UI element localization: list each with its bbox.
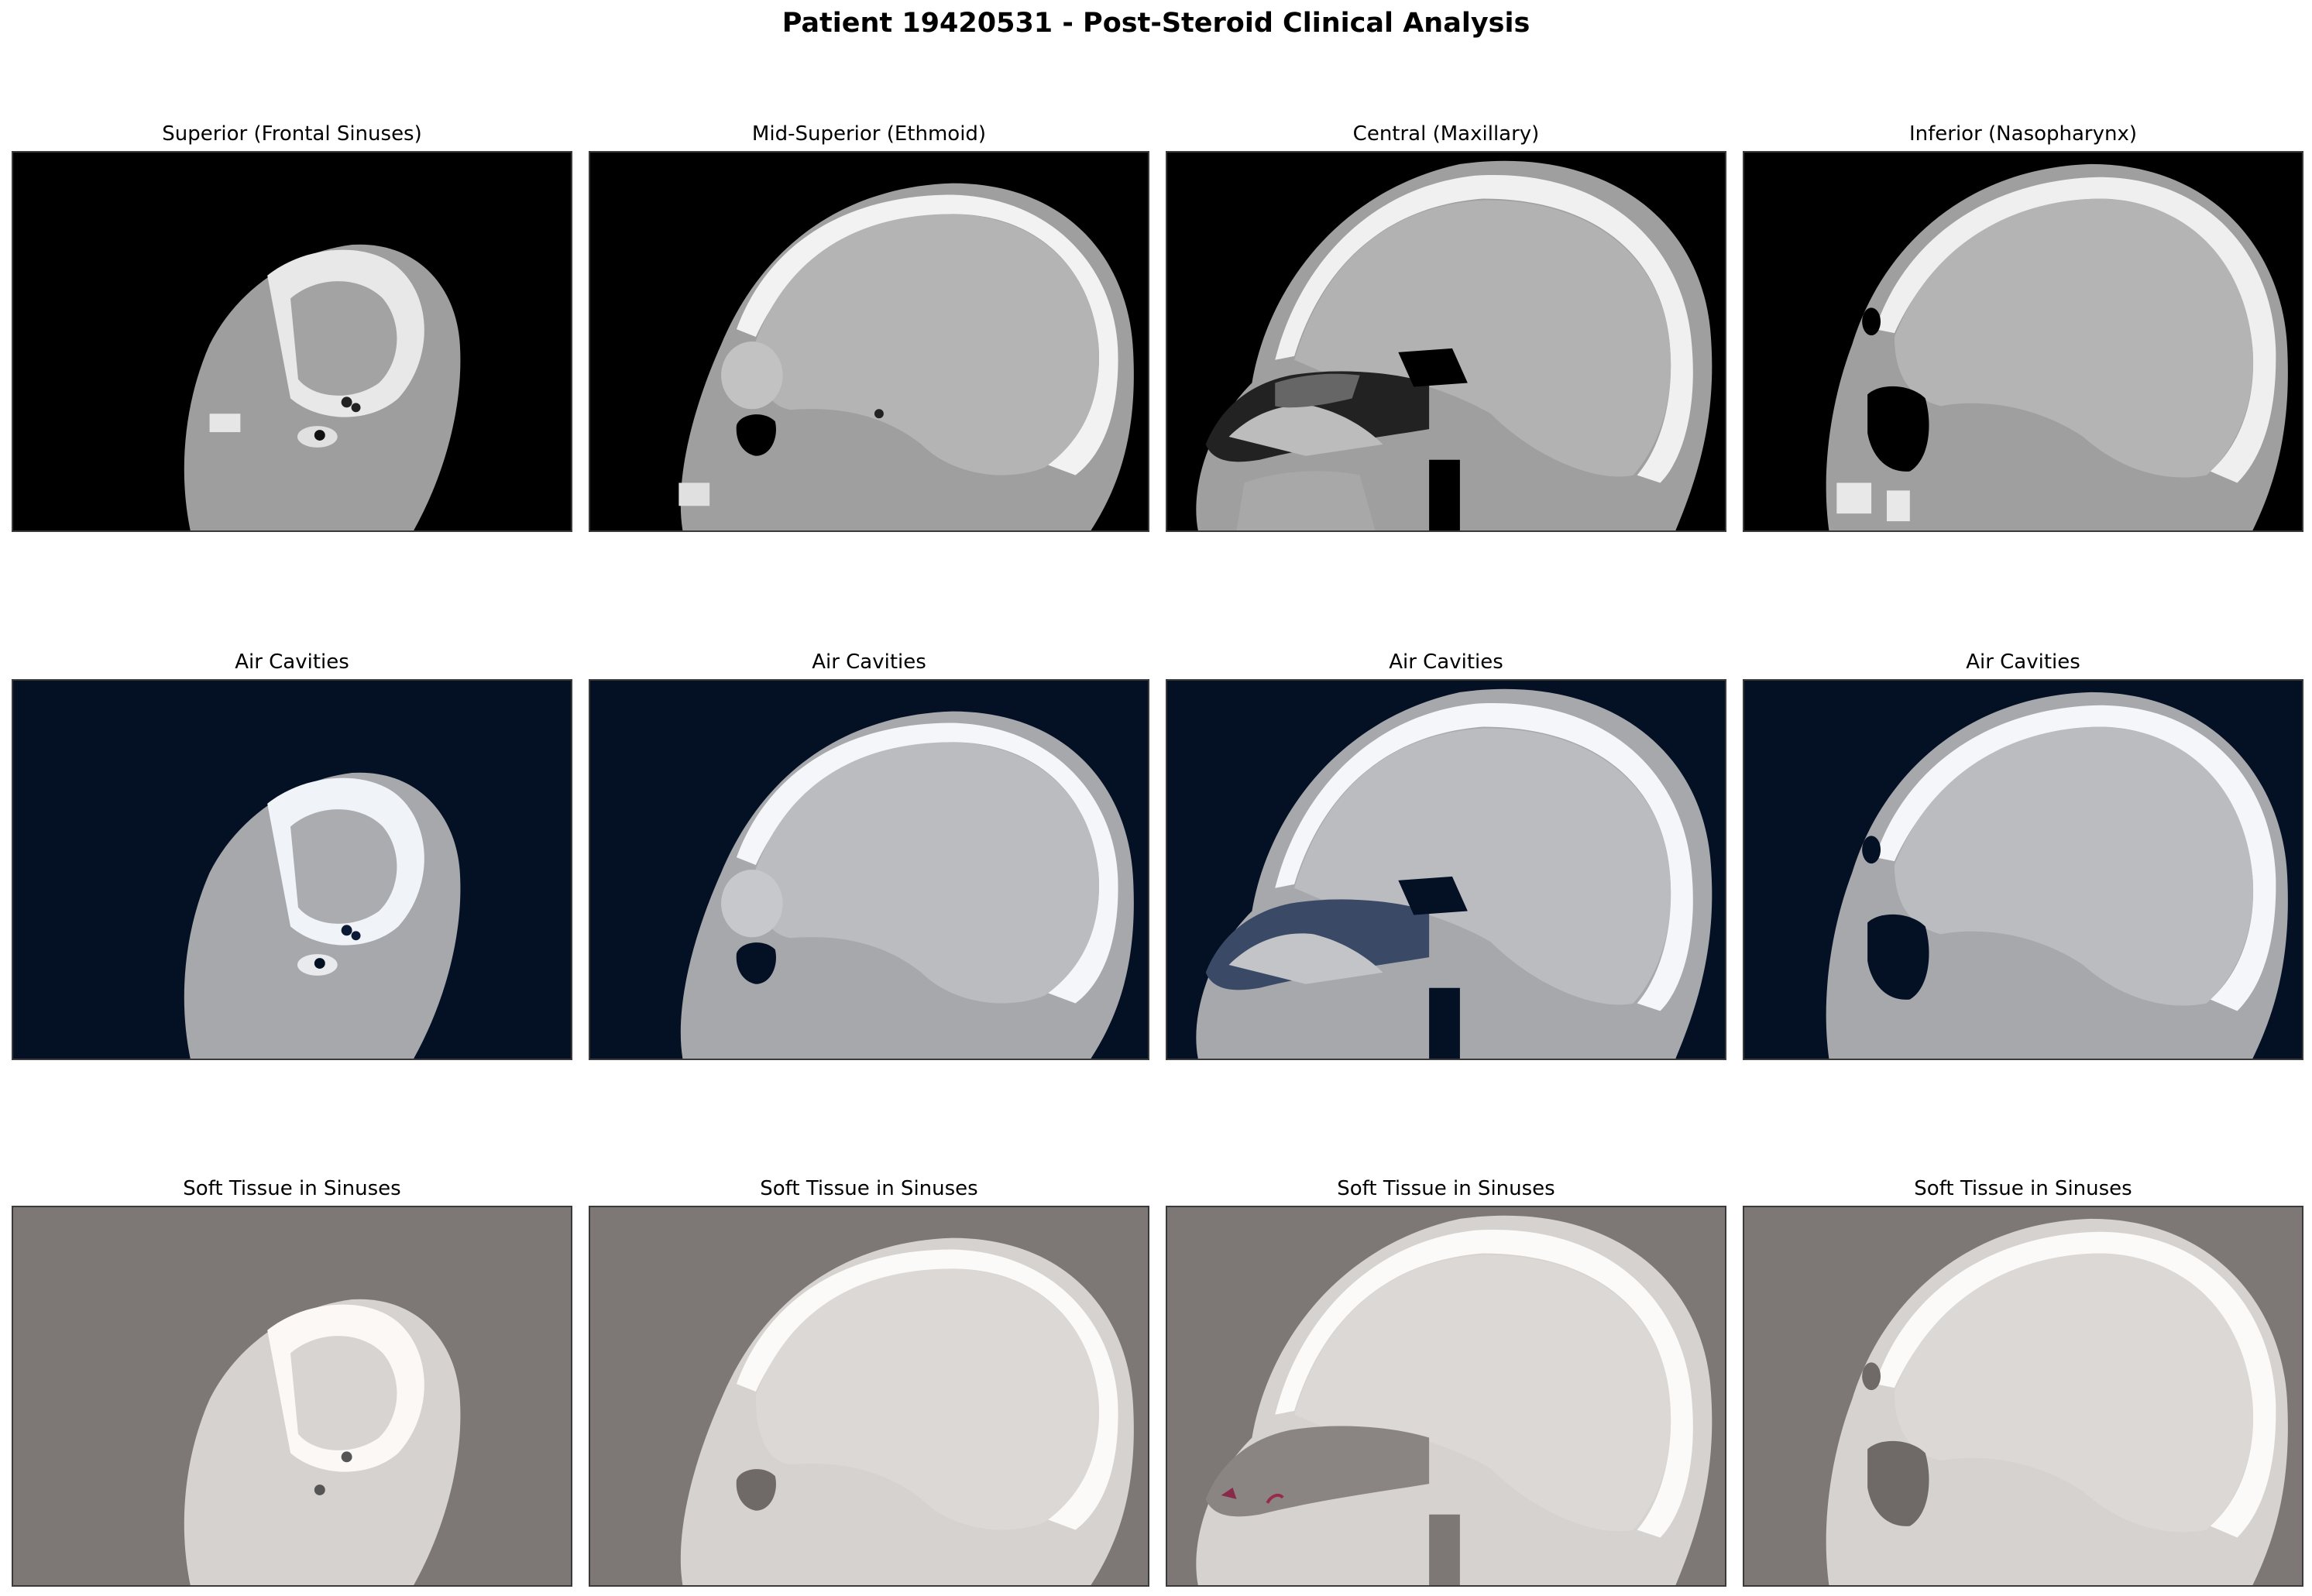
panel-title: Soft Tissue in Sinuses — [1914, 1177, 2132, 1200]
ct-slice-inferior — [1743, 151, 2303, 532]
panel-title: Central (Maxillary) — [1352, 122, 1540, 146]
ct-slice-superior — [12, 151, 572, 532]
panel-title: Superior (Frontal Sinuses) — [162, 122, 422, 146]
panel-title: Mid-Superior (Ethmoid) — [751, 122, 987, 146]
panel-title: Air Cavities — [1966, 650, 2080, 674]
panel-title: Soft Tissue in Sinuses — [760, 1177, 978, 1200]
soft-tissue-mid-superior — [589, 1206, 1149, 1587]
panel-title: Air Cavities — [1389, 650, 1503, 674]
ct-slice-mid-superior — [589, 151, 1149, 532]
panel-title: Soft Tissue in Sinuses — [183, 1177, 401, 1200]
air-cavities-mid-superior — [589, 679, 1149, 1060]
soft-tissue-central — [1166, 1206, 1726, 1587]
air-cavities-superior — [12, 679, 572, 1060]
panel-title: Soft Tissue in Sinuses — [1337, 1177, 1555, 1200]
air-cavities-inferior — [1743, 679, 2303, 1060]
panel-title: Air Cavities — [235, 650, 349, 674]
figure-title: Patient 19420531 - Post-Steroid Clinical… — [782, 8, 1530, 39]
panel-title: Inferior (Nasopharynx) — [1908, 122, 2138, 146]
panel-title: Air Cavities — [812, 650, 926, 674]
soft-tissue-superior — [12, 1206, 572, 1587]
air-cavities-central — [1166, 679, 1726, 1060]
soft-tissue-inferior — [1743, 1206, 2303, 1587]
ct-slice-central — [1166, 151, 1726, 532]
